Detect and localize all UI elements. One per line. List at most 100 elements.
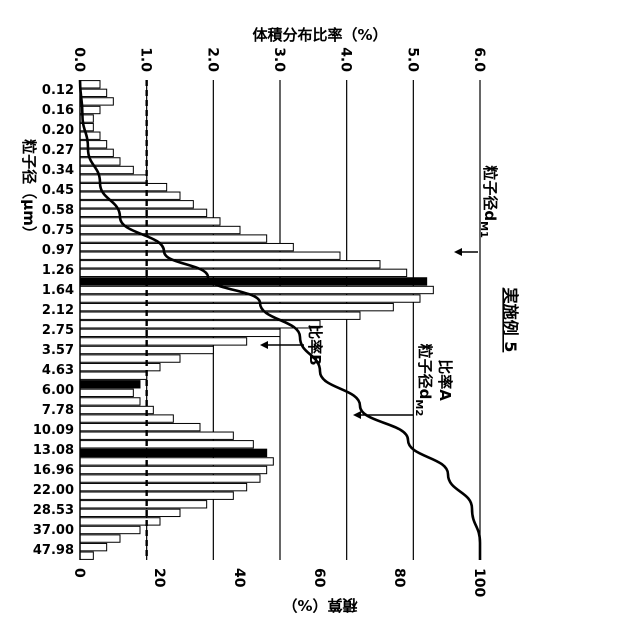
bar [80,235,267,242]
bar [80,166,133,173]
annotation-dm1-text: 粒子径d [481,165,499,221]
bar [80,295,420,302]
bar [80,483,247,490]
bar [80,475,260,482]
x-tick-label: 2.12 [42,303,74,318]
bar [80,149,113,156]
bar [80,201,193,208]
annotation-dm1-sub: M1 [478,221,489,238]
x-tick-label: 0.12 [42,83,74,98]
bar-series [80,81,433,560]
y-tick-label-left: 3.0 [271,47,287,72]
bar [80,89,107,96]
y-tick-label-right: 40 [231,568,247,588]
annotation-dm1: 粒子径dM1 [478,165,499,238]
bar [80,218,220,225]
annotation-dm1-arrowhead [454,248,462,256]
right-y-ticks: 020406080100 [71,568,487,597]
bar [80,552,93,559]
annotation-ratio-b: 比率B [306,324,324,365]
bar-highlighted [80,278,427,285]
annotation-ratio-a: 比率A [436,359,454,401]
x-tick-label: 2.75 [42,323,74,338]
x-tick-label: 3.57 [42,343,74,358]
bar [80,132,100,139]
bar [80,81,100,88]
bar [80,458,273,465]
bar [80,355,180,362]
x-tick-label: 37.00 [33,523,74,538]
bar [80,518,160,525]
bar [80,269,407,276]
y-tick-label-right: 60 [311,568,327,588]
bar [80,466,267,473]
bar [80,123,93,130]
y-tick-label-left: 1.0 [138,47,154,72]
bar [80,423,200,430]
axis-labels: 体積分布比率（%） 積算（%） 粒子径（μm） 実施例 5 [20,26,520,614]
x-tick-label: 0.16 [42,103,74,118]
y-tick-label-left: 6.0 [471,47,487,72]
x-tick-label: 0.97 [42,243,74,258]
y-tick-label-left: 5.0 [404,47,420,72]
bar [80,526,140,533]
x-tick-labels: 0.120.160.200.270.340.450.580.750.971.26… [33,83,74,558]
bar [80,243,293,250]
y-axis-label-right: 積算（%） [282,596,358,614]
bar [80,441,253,448]
x-tick-label: 0.34 [42,163,74,178]
bar [80,158,120,165]
bar [80,312,360,319]
x-tick-label: 0.75 [42,223,74,238]
bar [80,372,147,379]
bar [80,175,147,182]
bar [80,535,120,542]
x-tick-label: 6.00 [42,383,74,398]
bar [80,338,247,345]
bar [80,492,233,499]
bar [80,389,133,396]
y-axis-label-left: 体積分布比率（%） [252,26,387,44]
chart-title: 実施例 5 [501,288,520,353]
y-tick-label-left: 0.0 [71,47,87,72]
bar [80,303,393,310]
bar [80,183,167,190]
annotation-dm2-arrowhead [353,411,361,419]
y-tick-label-left: 4.0 [338,47,354,72]
annotation-dm2: 粒子径dM2 [413,344,434,417]
x-tick-label: 13.08 [33,443,74,458]
y-tick-label-right: 80 [391,568,407,588]
bar [80,226,240,233]
x-tick-label: 10.09 [33,423,74,438]
bar [80,261,380,268]
x-tick-label: 0.27 [42,143,74,158]
x-tick-label: 16.96 [33,463,74,478]
bar [80,415,173,422]
bar [80,398,140,405]
x-tick-label: 4.63 [42,363,74,378]
y-tick-label-right: 0 [71,568,87,578]
x-tick-label: 0.58 [42,203,74,218]
bar [80,509,180,516]
left-y-ticks: 0.0 1.0 2.0 3.0 4.0 5.0 6.0 [71,47,487,72]
x-axis-label: 粒子径（μm） [20,139,38,241]
bar-highlighted [80,381,140,388]
bar [80,329,280,336]
annotation-dm2-text: 粒子径d [416,344,434,400]
bar [80,432,233,439]
bar [80,98,113,105]
bar [80,543,107,550]
bar [80,286,433,293]
x-tick-label: 28.53 [33,503,74,518]
bar [80,209,207,216]
x-tick-label: 0.20 [42,123,74,138]
bar-highlighted [80,449,267,456]
y-tick-label-left: 2.0 [204,47,220,72]
bar [80,406,153,413]
x-tick-label: 47.98 [33,543,74,558]
x-tick-label: 0.45 [42,183,74,198]
x-tick-label: 7.78 [42,403,74,418]
